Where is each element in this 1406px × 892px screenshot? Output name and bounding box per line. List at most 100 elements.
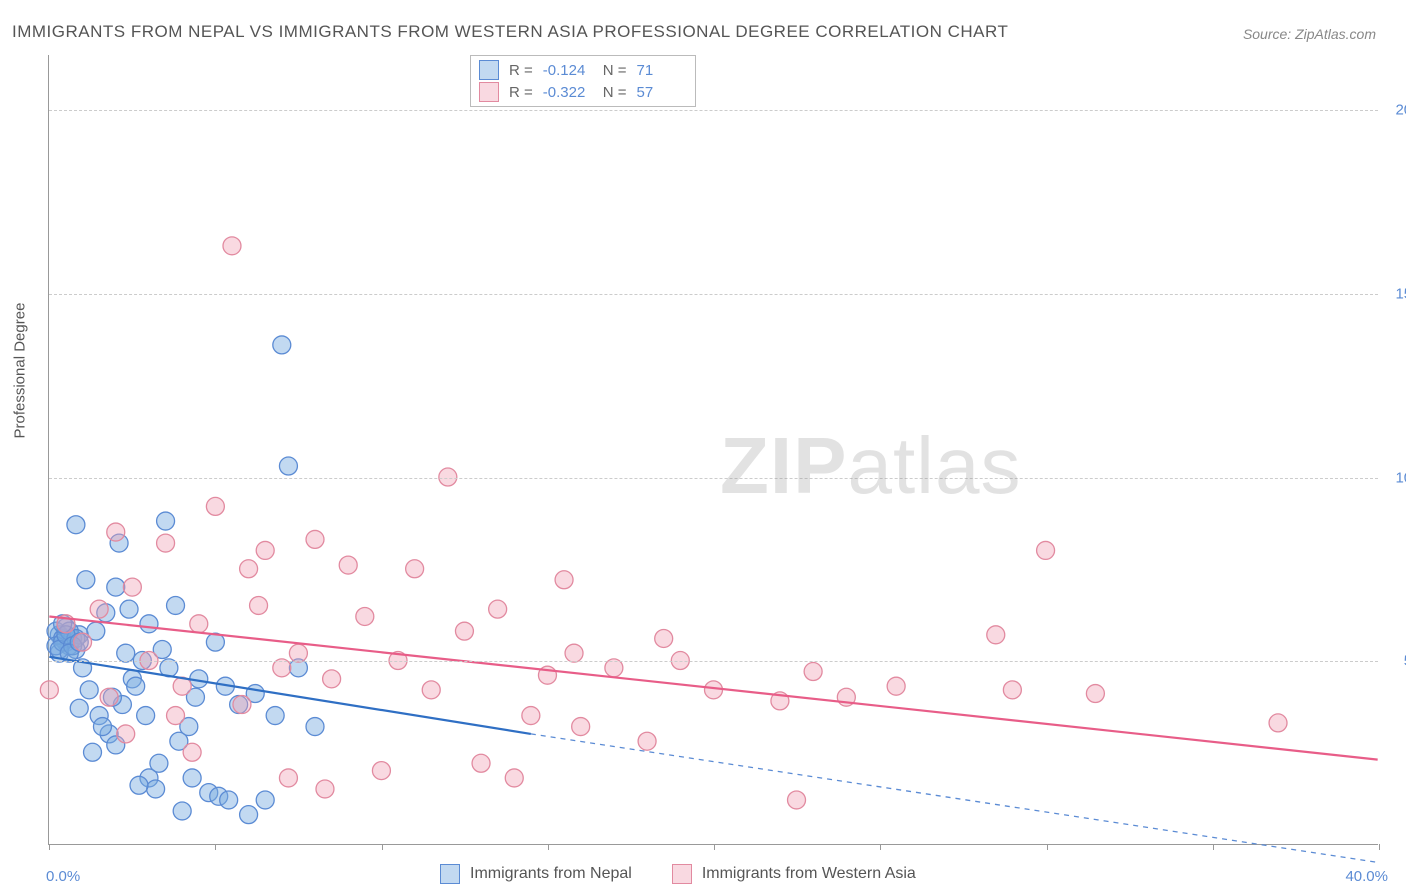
plot-area: 5.0%10.0%15.0%20.0% — [48, 55, 1378, 845]
data-point — [306, 530, 324, 548]
data-point — [316, 780, 334, 798]
data-point — [123, 578, 141, 596]
y-tick-label: 20.0% — [1395, 102, 1406, 119]
x-tick — [215, 844, 216, 850]
data-point — [140, 615, 158, 633]
data-point — [147, 780, 165, 798]
data-point — [788, 791, 806, 809]
data-point — [240, 560, 258, 578]
data-point — [1269, 714, 1287, 732]
data-point — [117, 644, 135, 662]
data-point — [572, 718, 590, 736]
data-point — [1086, 685, 1104, 703]
legend-label: Immigrants from Nepal — [470, 865, 632, 883]
data-point — [100, 688, 118, 706]
legend-swatch — [672, 864, 692, 884]
x-axis-max-label: 40.0% — [1345, 868, 1388, 885]
data-point — [987, 626, 1005, 644]
y-axis-label: Professional Degree — [12, 303, 29, 439]
data-point — [323, 670, 341, 688]
data-point — [220, 791, 238, 809]
data-point — [240, 806, 258, 824]
r-value: -0.322 — [543, 84, 593, 101]
data-point — [406, 560, 424, 578]
data-point — [157, 512, 175, 530]
r-value: -0.124 — [543, 62, 593, 79]
data-point — [273, 336, 291, 354]
data-point — [183, 743, 201, 761]
legend-correlation-row: R =-0.124N =71 — [479, 59, 687, 81]
data-point — [206, 497, 224, 515]
n-label: N = — [603, 62, 627, 79]
data-point — [279, 769, 297, 787]
y-tick-label: 10.0% — [1395, 469, 1406, 486]
data-point — [655, 630, 673, 648]
data-point — [522, 707, 540, 725]
legend-swatch — [479, 82, 499, 102]
data-point — [339, 556, 357, 574]
chart-svg — [49, 55, 1378, 844]
data-point — [90, 600, 108, 618]
x-tick — [1379, 844, 1380, 850]
x-tick — [880, 844, 881, 850]
legend-item: Immigrants from Nepal — [440, 864, 632, 884]
y-tick-label: 15.0% — [1395, 285, 1406, 302]
data-point — [422, 681, 440, 699]
legend-label: Immigrants from Western Asia — [702, 865, 916, 883]
data-point — [565, 644, 583, 662]
data-point — [93, 718, 111, 736]
n-value: 57 — [637, 84, 687, 101]
data-point — [804, 663, 822, 681]
data-point — [84, 743, 102, 761]
data-point — [289, 644, 307, 662]
data-point — [372, 762, 390, 780]
data-point — [356, 607, 374, 625]
legend-correlation-row: R =-0.322N =57 — [479, 81, 687, 103]
data-point — [555, 571, 573, 589]
legend-swatch — [479, 60, 499, 80]
data-point — [638, 732, 656, 750]
data-point — [127, 677, 145, 695]
x-tick — [382, 844, 383, 850]
data-point — [107, 578, 125, 596]
data-point — [1037, 541, 1055, 559]
data-point — [67, 516, 85, 534]
legend-bottom: Immigrants from Nepal Immigrants from Wes… — [440, 864, 916, 884]
data-point — [256, 541, 274, 559]
x-axis-min-label: 0.0% — [46, 868, 80, 885]
data-point — [256, 791, 274, 809]
data-point — [279, 457, 297, 475]
data-point — [223, 237, 241, 255]
data-point — [455, 622, 473, 640]
legend-correlation-box: R =-0.124N =71R =-0.322N =57 — [470, 55, 696, 107]
trend-line-dashed — [531, 734, 1378, 862]
data-point — [77, 571, 95, 589]
data-point — [74, 633, 92, 651]
grid-line — [49, 294, 1378, 295]
data-point — [266, 707, 284, 725]
data-point — [250, 596, 268, 614]
data-point — [137, 707, 155, 725]
data-point — [130, 776, 148, 794]
data-point — [1003, 681, 1021, 699]
legend-swatch — [440, 864, 460, 884]
data-point — [173, 802, 191, 820]
data-point — [705, 681, 723, 699]
grid-line — [49, 661, 1378, 662]
data-point — [167, 707, 185, 725]
data-point — [157, 534, 175, 552]
data-point — [70, 699, 88, 717]
data-point — [80, 681, 98, 699]
data-point — [117, 725, 135, 743]
x-tick — [1047, 844, 1048, 850]
grid-line — [49, 110, 1378, 111]
data-point — [472, 754, 490, 772]
data-point — [505, 769, 523, 787]
data-point — [107, 523, 125, 541]
n-value: 71 — [637, 62, 687, 79]
x-tick — [714, 844, 715, 850]
data-point — [233, 696, 251, 714]
x-tick — [1213, 844, 1214, 850]
data-point — [183, 769, 201, 787]
r-label: R = — [509, 84, 533, 101]
